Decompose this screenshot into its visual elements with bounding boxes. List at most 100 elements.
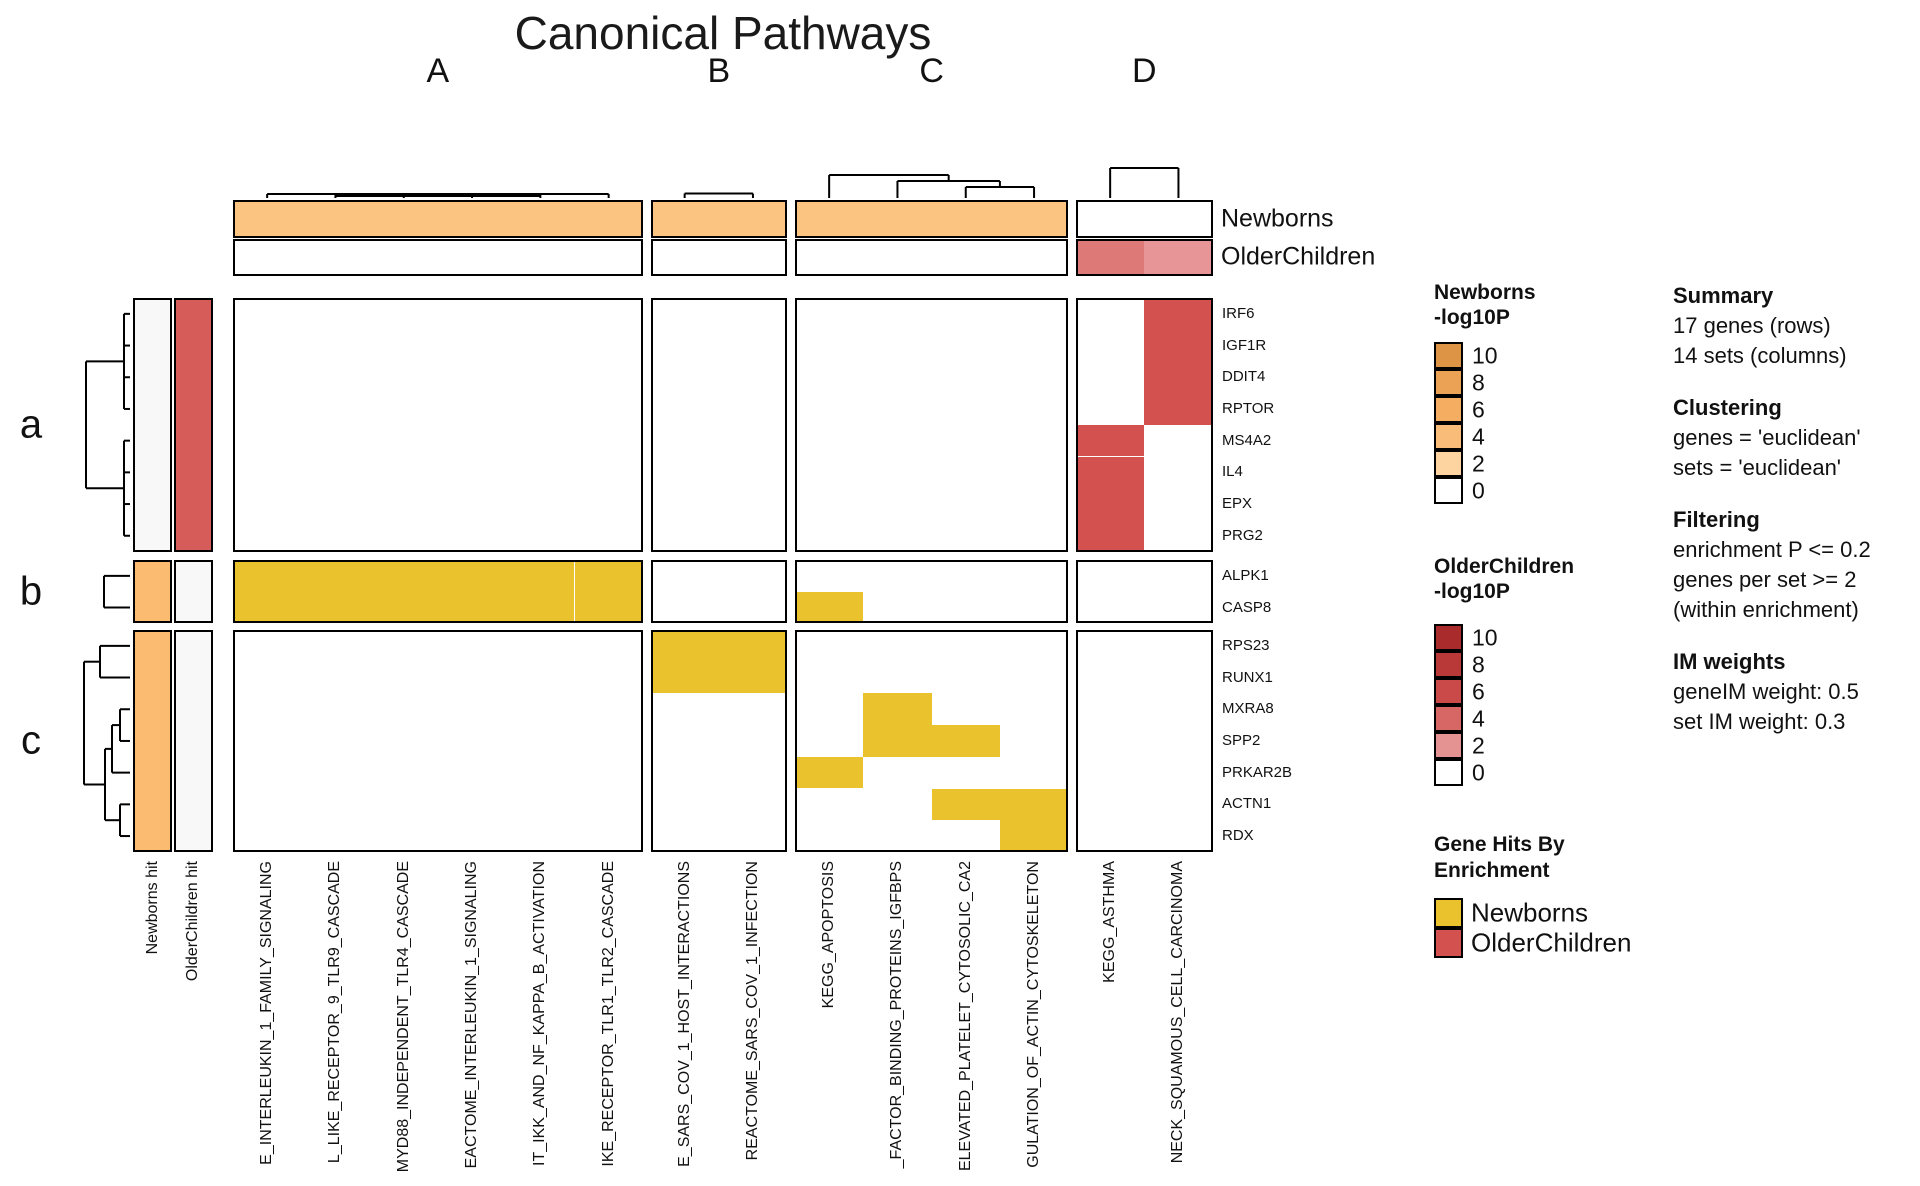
heatmap-block-bC bbox=[795, 560, 1069, 624]
info-section-filtering: Filtering enrichment P <= 0.2 genes per se… bbox=[1673, 505, 1918, 625]
info-line: genes per set >= 2 bbox=[1673, 567, 1857, 592]
heatmap-cell-SPP2-_FACTOR_BINDING_PROTEINS_IGFBPS bbox=[863, 725, 932, 757]
info-section-summary: Summary 17 genes (rows) 14 sets (columns) bbox=[1673, 281, 1918, 371]
heatmap-block-aC bbox=[795, 298, 1069, 552]
legend-title-newborns-1: -log10P bbox=[1434, 306, 1510, 329]
legend-tick-olderchildren-0: 0 bbox=[1472, 759, 1485, 785]
gene-label-IRF6: IRF6 bbox=[1222, 304, 1255, 322]
gene-label-IL4: IL4 bbox=[1222, 463, 1243, 481]
legend-tick-newborns-8: 8 bbox=[1472, 369, 1485, 395]
heatmap-cell-RPS23-E_SARS_COV_1_HOST_INTERACTIONS bbox=[652, 631, 719, 662]
heatmap-cell-PRG2-KEGG_ASTHMA bbox=[1077, 519, 1145, 550]
heatmap-cell-RPTOR-NECK_SQUAMOUS_CELL_CARCINOMA bbox=[1144, 393, 1211, 425]
gene-label-ACTN1: ACTN1 bbox=[1222, 795, 1272, 813]
row-group-letter-c: c bbox=[21, 718, 41, 763]
legend-swatch-newborns-10 bbox=[1434, 342, 1463, 369]
heatmap-cell-ALPK1-MYD88_INDEPENDENT_TLR4_CASCADE bbox=[369, 562, 438, 592]
legend-swatch-hits-OlderChildren bbox=[1434, 928, 1463, 958]
legend-swatch-olderchildren-10 bbox=[1434, 624, 1463, 651]
set-label-REACTOME_SARS_COV_1_INFECTION: REACTOME_SARS_COV_1_INFECTION bbox=[743, 861, 761, 1161]
left-annotation-block-Newborns hit-b bbox=[133, 560, 172, 624]
gene-label-RUNX1: RUNX1 bbox=[1222, 668, 1273, 686]
legend-swatch-newborns-8 bbox=[1434, 369, 1463, 396]
info-heading: IM weights bbox=[1673, 649, 1786, 674]
legend-tick-olderchildren-6: 6 bbox=[1472, 678, 1485, 704]
legend-label-hits-Newborns: Newborns bbox=[1471, 897, 1589, 928]
heatmap-block-aD bbox=[1076, 298, 1213, 552]
info-section-im-weights: IM weights geneIM weight: 0.5 set IM weigh… bbox=[1673, 647, 1918, 737]
heatmap-block-bB bbox=[650, 560, 788, 624]
left-annotation-block-Newborns hit-a bbox=[133, 298, 172, 552]
legend-tick-olderchildren-4: 4 bbox=[1472, 705, 1485, 731]
info-line: 14 sets (columns) bbox=[1673, 343, 1847, 368]
top-annotation-block-OlderChildren-D bbox=[1076, 238, 1213, 276]
heatmap-cell-ALPK1-L_LIKE_RECEPTOR_9_TLR9_CASCADE bbox=[301, 562, 370, 592]
heatmap-cell-IRF6-NECK_SQUAMOUS_CELL_CARCINOMA bbox=[1144, 299, 1211, 330]
legend-swatch-newborns-0 bbox=[1434, 477, 1463, 504]
set-label-NECK_SQUAMOUS_CELL_CARCINOMA: NECK_SQUAMOUS_CELL_CARCINOMA bbox=[1169, 861, 1187, 1164]
top-annotation-block-Newborns-A bbox=[233, 200, 643, 238]
legend-title-hits-0: Gene Hits By bbox=[1434, 833, 1565, 856]
heatmap-cell-MS4A2-KEGG_ASTHMA bbox=[1077, 424, 1145, 457]
set-label-MYD88_INDEPENDENT_TLR4_CASCADE: MYD88_INDEPENDENT_TLR4_CASCADE bbox=[394, 861, 412, 1173]
legend-swatch-newborns-4 bbox=[1434, 423, 1463, 450]
gene-label-RDX: RDX bbox=[1222, 827, 1254, 845]
heatmap-cell-SPP2-ELEVATED_PLATELET_CYTOSOLIC_CA2 bbox=[931, 725, 1000, 757]
left-annotation-block-OlderChildren hit-b bbox=[174, 560, 213, 624]
column-group-letter-B: B bbox=[707, 52, 731, 90]
heatmap-cell-RUNX1-E_SARS_COV_1_HOST_INTERACTIONS bbox=[652, 661, 719, 694]
heatmap-cell-DDIT4-NECK_SQUAMOUS_CELL_CARCINOMA bbox=[1144, 361, 1211, 394]
top-annotation-block-OlderChildren-A bbox=[233, 238, 643, 276]
top-annotation-block-OlderChildren-C bbox=[795, 238, 1069, 276]
top-annotation-block-Newborns-B bbox=[650, 200, 788, 238]
info-line: enrichment P <= 0.2 bbox=[1673, 537, 1871, 562]
info-heading: Clustering bbox=[1673, 395, 1782, 420]
heatmap-cell-RUNX1-REACTOME_SARS_COV_1_INFECTION bbox=[718, 661, 786, 694]
gene-label-SPP2: SPP2 bbox=[1222, 731, 1261, 749]
info-heading: Filtering bbox=[1673, 507, 1760, 532]
legend-swatch-olderchildren-0 bbox=[1434, 759, 1463, 786]
top-annotation-cell bbox=[1078, 240, 1145, 274]
row-group-letter-a: a bbox=[19, 402, 43, 447]
gene-label-EPX: EPX bbox=[1222, 495, 1253, 513]
set-label-E_INTERLEUKIN_1_FAMILY_SIGNALING: E_INTERLEUKIN_1_FAMILY_SIGNALING bbox=[258, 861, 276, 1165]
info-panel: Summary 17 genes (rows) 14 sets (columns) C… bbox=[1673, 281, 1918, 759]
legend-tick-newborns-0: 0 bbox=[1472, 477, 1485, 503]
heatmap-cell-CASP8-EACTOME_INTERLEUKIN_1_SIGNALING bbox=[437, 591, 507, 622]
top-annotation-cell bbox=[1144, 240, 1211, 274]
heatmap-block-bA bbox=[233, 560, 643, 624]
heatmap-cell-RPS23-REACTOME_SARS_COV_1_INFECTION bbox=[718, 631, 786, 662]
set-label-EACTOME_INTERLEUKIN_1_SIGNALING: EACTOME_INTERLEUKIN_1_SIGNALING bbox=[463, 861, 481, 1169]
legend-title-olderchildren-0: OlderChildren bbox=[1434, 555, 1575, 578]
legend-title-newborns-0: Newborns bbox=[1434, 281, 1536, 304]
heatmap-cell-CASP8-KEGG_APOPTOSIS bbox=[797, 591, 864, 622]
chart-title: Canonical Pathways bbox=[514, 7, 932, 59]
heatmap-cell-CASP8-IT_IKK_AND_NF_KAPPA_B_ACTIVATION bbox=[506, 591, 575, 622]
legend-swatch-olderchildren-8 bbox=[1434, 651, 1463, 678]
legend-swatch-hits-Newborns bbox=[1434, 898, 1463, 928]
gene-label-ALPK1: ALPK1 bbox=[1222, 566, 1269, 584]
gene-label-PRG2: PRG2 bbox=[1222, 526, 1263, 544]
legend-title-olderchildren-1: -log10P bbox=[1434, 580, 1510, 603]
top-annotation-label-OlderChildren: OlderChildren bbox=[1221, 242, 1376, 271]
legend-swatch-newborns-2 bbox=[1434, 450, 1463, 477]
gene-label-DDIT4: DDIT4 bbox=[1222, 368, 1266, 386]
heatmap-cell-PRKAR2B-KEGG_APOPTOSIS bbox=[797, 756, 864, 789]
legend-swatch-olderchildren-2 bbox=[1434, 732, 1463, 759]
heatmap-block-bD bbox=[1076, 560, 1213, 624]
info-line: (within enrichment) bbox=[1673, 597, 1859, 622]
legend-swatch-olderchildren-4 bbox=[1434, 705, 1463, 732]
top-annotation-label-Newborns: Newborns bbox=[1221, 204, 1334, 233]
top-annotation-block-Newborns-D bbox=[1076, 200, 1213, 238]
set-label-ELEVATED_PLATELET_CYTOSOLIC_CA2: ELEVATED_PLATELET_CYTOSOLIC_CA2 bbox=[956, 861, 974, 1172]
legend-tick-olderchildren-2: 2 bbox=[1472, 732, 1485, 758]
legend-tick-newborns-2: 2 bbox=[1472, 450, 1485, 476]
heatmap-cell-ALPK1-E_INTERLEUKIN_1_FAMILY_SIGNALING bbox=[234, 562, 302, 592]
left-annotation-label: Newborns hit bbox=[143, 861, 161, 955]
heatmap-cell-RDX-GULATION_OF_ACTIN_CYTOSKELETON bbox=[999, 820, 1067, 850]
legend-title-hits-1: Enrichment bbox=[1434, 859, 1550, 882]
heatmap-cell-ALPK1-IT_IKK_AND_NF_KAPPA_B_ACTIVATION bbox=[506, 562, 575, 592]
heatmap-block-cB bbox=[650, 630, 788, 852]
